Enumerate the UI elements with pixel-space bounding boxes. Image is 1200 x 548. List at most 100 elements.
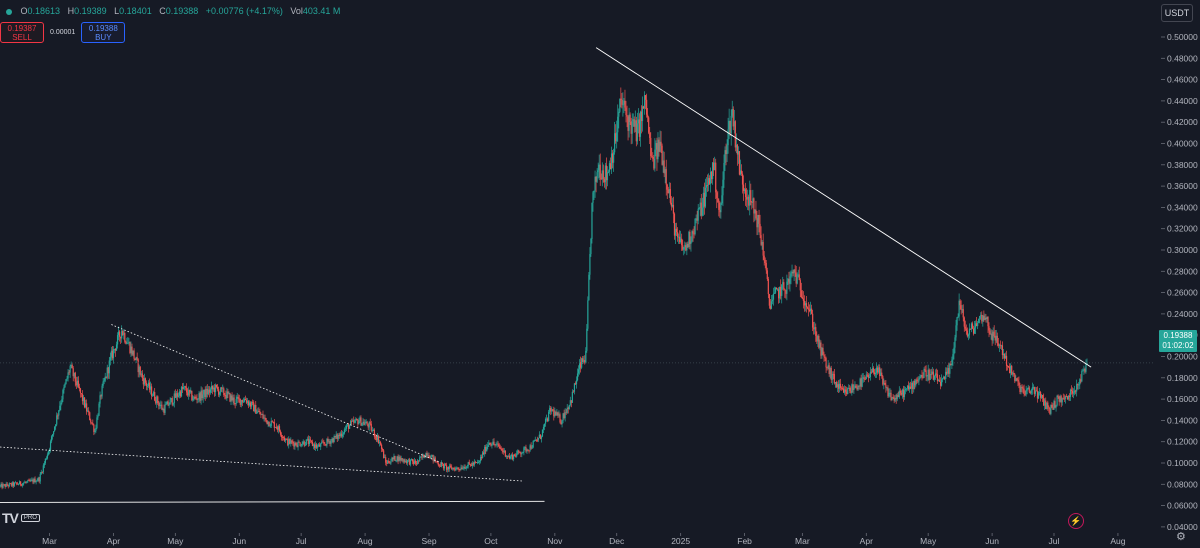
candle-body [322, 441, 324, 443]
candle-body [398, 456, 400, 462]
candle-body [757, 215, 759, 228]
time-tick-label: Jul [296, 536, 307, 546]
candle-body [661, 145, 663, 165]
candle-body [464, 466, 466, 469]
candle-body [359, 417, 361, 422]
candle-body [802, 298, 804, 301]
candle-body [106, 367, 108, 378]
candle-body [625, 107, 627, 116]
candle-body [797, 274, 799, 276]
candle-body [326, 438, 328, 446]
candle-body [121, 331, 123, 339]
candle-body [25, 482, 27, 484]
candle-body [851, 384, 853, 393]
candle-body [934, 373, 936, 376]
candle-body [126, 343, 128, 345]
candle-body [284, 437, 286, 441]
candle-body [149, 386, 152, 390]
candle-body [112, 349, 115, 359]
candle-body [486, 446, 488, 452]
price-axis: 0.50000 0.48000 0.46000 0.44000 0.42000 0.400… [1161, 32, 1198, 532]
candle-body [953, 347, 955, 355]
candle-body [336, 434, 338, 439]
candle-body [396, 456, 398, 461]
candle-body [989, 330, 991, 335]
candle-body [26, 481, 28, 483]
candle-body [881, 372, 883, 377]
candle-body [278, 426, 281, 432]
lightning-icon[interactable]: ⚡ [1068, 513, 1084, 529]
sell-button[interactable]: 0.19387 SELL [0, 22, 44, 43]
candle-body [411, 459, 414, 462]
candle-body [47, 451, 50, 455]
candle-body [1080, 379, 1082, 382]
candle-body [931, 371, 933, 375]
candle-body [902, 389, 905, 398]
candle-body [1078, 384, 1080, 386]
candle-body [1035, 390, 1038, 392]
candle-body [472, 463, 474, 465]
candle-body [820, 342, 822, 356]
candle-body [819, 342, 821, 348]
candle-body [335, 434, 337, 438]
candle-body [370, 423, 372, 431]
candle-body [744, 189, 746, 191]
candle-body [71, 364, 73, 369]
currency-button[interactable]: USDT [1161, 4, 1193, 22]
candle-body [55, 424, 57, 427]
candle-body [570, 400, 572, 403]
trendline [0, 500, 545, 503]
candle-body [709, 171, 712, 184]
candle-body [717, 198, 719, 203]
candle-body [786, 281, 788, 294]
candle-body [647, 114, 649, 118]
candle-body [366, 421, 368, 425]
candle-body [476, 462, 479, 463]
candle-body [329, 441, 331, 444]
candle-body [946, 371, 948, 374]
candle-body [545, 418, 548, 420]
candle-body [431, 454, 433, 456]
candle-body [0, 485, 1, 487]
time-tick-label: Feb [737, 536, 752, 546]
candle-body [754, 209, 756, 214]
candle-body [243, 399, 246, 402]
candle-body [306, 438, 308, 440]
trendlines [0, 47, 1153, 503]
candle-body [1085, 364, 1087, 372]
candle-body [139, 366, 141, 375]
candle-body [417, 460, 419, 465]
gear-icon[interactable]: ⚙ [1176, 531, 1186, 543]
buy-button[interactable]: 0.19388 BUY [81, 22, 126, 43]
candle-body [223, 388, 225, 396]
candle-body [564, 412, 566, 418]
candle-body [870, 371, 873, 373]
candle-body [864, 378, 866, 380]
candle-body [375, 436, 378, 441]
candle-body [1059, 396, 1061, 402]
candle-body [682, 245, 684, 250]
candle-body [728, 120, 730, 130]
candle-body [958, 300, 960, 317]
candle-body [574, 383, 577, 385]
candle-body [418, 460, 420, 462]
candle-body [631, 121, 633, 134]
candle-body [376, 436, 379, 441]
price-tick-label: 0.26000 [1167, 288, 1198, 298]
candle-body [364, 423, 366, 425]
candle-body [361, 423, 363, 426]
candle-body [170, 398, 172, 400]
candle-body [892, 397, 894, 399]
candle-body [320, 443, 322, 447]
candle-body [822, 347, 824, 355]
candle-body [664, 169, 666, 174]
candle-body [530, 445, 532, 449]
candle-body [405, 460, 407, 464]
candle-body [46, 454, 49, 459]
tradingview-logo[interactable]: TV PRO [2, 510, 40, 526]
candle-body [238, 398, 240, 400]
candle-body [443, 464, 446, 469]
candle-body [1000, 345, 1002, 347]
candle-body [795, 272, 797, 284]
